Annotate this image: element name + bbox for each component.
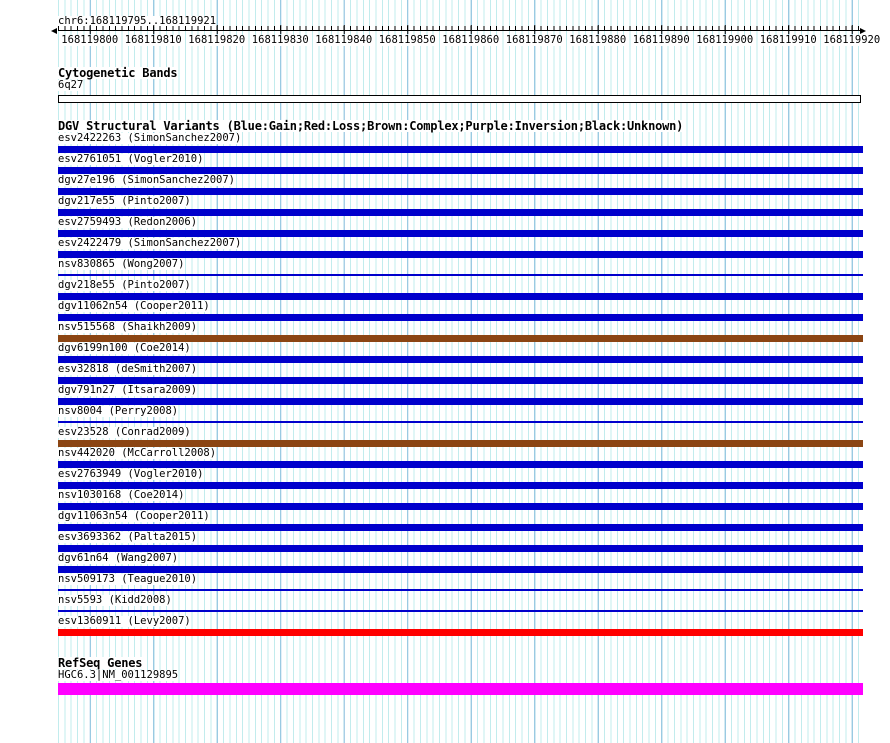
variant-label: nsv5593 (Kidd2008) <box>58 594 172 606</box>
variant-bar[interactable] <box>58 610 863 612</box>
ruler-tick-label: 168119900 <box>696 34 754 46</box>
variant-bar[interactable] <box>58 440 863 447</box>
variant-label: esv2422479 (SimonSanchez2007) <box>58 237 242 249</box>
variant-label: nsv8004 (Perry2008) <box>58 405 179 417</box>
cytoband-bar[interactable] <box>58 95 861 103</box>
variant-label: dgv791n27 (Itsara2009) <box>58 384 198 396</box>
section-header-refseq: RefSeq Genes <box>58 656 143 670</box>
variant-bar[interactable] <box>58 377 863 384</box>
ruler-tick-label: 168119910 <box>759 34 817 46</box>
cytoband-label: 6q27 <box>58 79 84 91</box>
variant-bar[interactable] <box>58 188 863 195</box>
arrow-left-icon <box>51 27 57 34</box>
variant-label: esv3693362 (Palta2015) <box>58 531 198 543</box>
variant-label: dgv218e55 (Pinto2007) <box>58 279 191 291</box>
variant-bar[interactable] <box>58 421 863 423</box>
variant-bar[interactable] <box>58 146 863 153</box>
ruler-tick-label: 168119840 <box>315 34 373 46</box>
variant-bar[interactable] <box>58 398 863 405</box>
variant-label: esv32818 (deSmith2007) <box>58 363 198 375</box>
variant-bar[interactable] <box>58 482 863 489</box>
variant-bar[interactable] <box>58 274 863 276</box>
variant-bar[interactable] <box>58 503 863 510</box>
arrow-right-icon <box>860 27 866 34</box>
variant-label: dgv11062n54 (Cooper2011) <box>58 300 210 312</box>
variant-bar[interactable] <box>58 293 863 300</box>
variant-bar[interactable] <box>58 545 863 552</box>
variant-label: nsv1030168 (Coe2014) <box>58 489 185 501</box>
variant-label: esv2763949 (Vogler2010) <box>58 468 204 480</box>
variant-bar[interactable] <box>58 524 863 531</box>
variant-bar[interactable] <box>58 230 863 237</box>
region-title: chr6:168119795..168119921 <box>58 15 217 27</box>
variant-bar[interactable] <box>58 356 863 363</box>
ruler-major-ticks <box>58 25 861 34</box>
variant-label: dgv217e55 (Pinto2007) <box>58 195 191 207</box>
variant-bar[interactable] <box>58 167 863 174</box>
ruler-tick-label: 168119860 <box>442 34 500 46</box>
ruler-tick-label: 168119830 <box>251 34 309 46</box>
variant-label: dgv11063n54 (Cooper2011) <box>58 510 210 522</box>
ruler-tick-label: 168119890 <box>632 34 690 46</box>
gene-bar[interactable] <box>58 683 863 695</box>
ruler-tick-label: 168119820 <box>188 34 246 46</box>
ruler-tick-label: 168119850 <box>378 34 436 46</box>
ruler-tick-label: 168119800 <box>61 34 119 46</box>
ruler-tick-label: 168119870 <box>505 34 563 46</box>
gene-label: HGC6.3|NM_001129895 <box>58 669 179 681</box>
variant-label: dgv27e196 (SimonSanchez2007) <box>58 174 236 186</box>
variant-label: nsv830865 (Wong2007) <box>58 258 185 270</box>
variant-bar[interactable] <box>58 629 863 636</box>
section-header-dgv: DGV Structural Variants (Blue:Gain;Red:L… <box>58 119 684 133</box>
variant-bar[interactable] <box>58 209 863 216</box>
ruler-tick-label: 168119920 <box>823 34 881 46</box>
variant-label: nsv509173 (Teague2010) <box>58 573 198 585</box>
variant-label: nsv442020 (McCarroll2008) <box>58 447 217 459</box>
section-header-cytogenetic-bands: Cytogenetic Bands <box>58 66 178 80</box>
variant-label: esv2759493 (Redon2006) <box>58 216 198 228</box>
variant-bar[interactable] <box>58 589 863 591</box>
ruler-tick-label: 168119810 <box>124 34 182 46</box>
variant-label: esv2761051 (Vogler2010) <box>58 153 204 165</box>
variant-label: esv1360911 (Levy2007) <box>58 615 191 627</box>
variant-label: esv23528 (Conrad2009) <box>58 426 191 438</box>
ruler-axis-line <box>58 30 861 31</box>
variant-bar[interactable] <box>58 461 863 468</box>
variant-bar[interactable] <box>58 335 863 342</box>
variant-bar[interactable] <box>58 251 863 258</box>
variant-bar[interactable] <box>58 566 863 573</box>
variant-label: nsv515568 (Shaikh2009) <box>58 321 198 333</box>
variant-bar[interactable] <box>58 314 863 321</box>
variant-label: dgv61n64 (Wang2007) <box>58 552 179 564</box>
variant-label: esv2422263 (SimonSanchez2007) <box>58 132 242 144</box>
variant-label: dgv6199n100 (Coe2014) <box>58 342 191 354</box>
ruler-tick-label: 168119880 <box>569 34 627 46</box>
